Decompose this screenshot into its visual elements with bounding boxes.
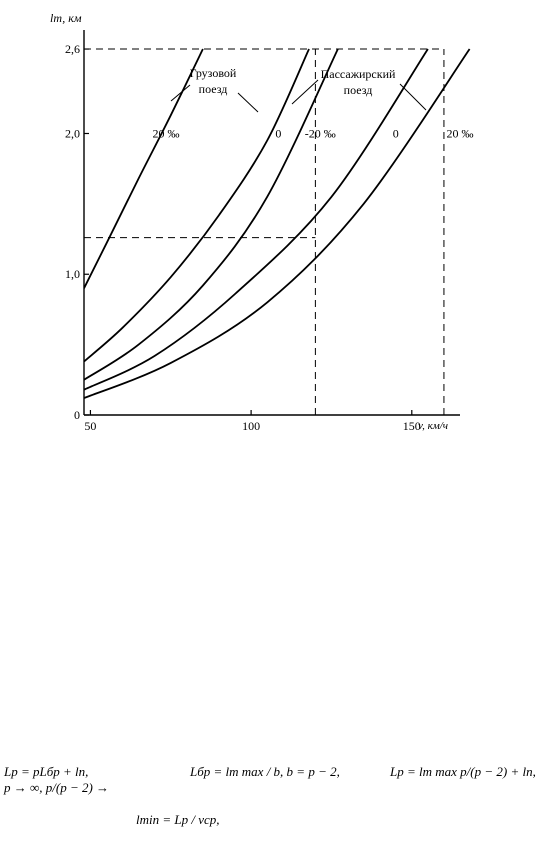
chart-texts: 0 1,0 2,0 2,6 50 100 150 lт, км v, км/ч 20 ‰ 0 -20 … (50, 11, 474, 433)
freight-leader-right (237, 92, 259, 113)
series-line-3 (84, 48, 339, 381)
freight-label-line-1: Грузовой (190, 66, 237, 80)
y-axis-title: lт, км (50, 11, 82, 25)
formula-line-2: Lбр = lт max / b, b = p − 2, (190, 764, 340, 779)
freight-label-line-2: поезд (199, 82, 228, 96)
braking-distance-chart: 0 1,0 2,0 2,6 50 100 150 lт, км v, км/ч 20 ‰ 0 -20 … (50, 11, 474, 433)
series-label-2: 0 (275, 126, 281, 140)
series-line-2 (84, 48, 310, 363)
formula-line-1: Lp = pLбр + lп, (4, 764, 89, 779)
formula-line-5: lmin = Lp / vср, (136, 812, 220, 827)
x-axis-title: v, км/ч (418, 420, 448, 432)
y-tick-label: 2,6 (65, 42, 80, 56)
formula-line-3: Lp = lт max p/(p − 2) + lп, (390, 764, 536, 779)
series-label-1: 20 ‰ (152, 126, 179, 140)
series-line-4 (84, 48, 429, 391)
series-curves (84, 48, 471, 399)
series-line-1 (84, 48, 204, 289)
series-label-4: 0 (393, 126, 399, 140)
dashed-guides (84, 48, 445, 415)
series-line-5 (84, 48, 471, 399)
x-tick-label: 100 (242, 419, 260, 433)
y-tick-label: 0 (74, 408, 80, 422)
formula-line-4: p → ∞, p/(p − 2) → (4, 780, 110, 795)
y-tick-label: 2,0 (65, 126, 80, 140)
passenger-label-line-2: поезд (344, 83, 373, 97)
passenger-leader-right (399, 83, 427, 111)
x-tick-label: 50 (84, 419, 96, 433)
x-tick-label: 150 (403, 419, 421, 433)
series-label-3: -20 ‰ (305, 126, 336, 140)
passenger-leader-left (291, 79, 319, 105)
y-tick-label: 1,0 (65, 267, 80, 281)
freight-leader-left (170, 84, 191, 102)
passenger-label-line-1: Пассажирский (321, 67, 396, 81)
series-label-5: 20 ‰ (447, 126, 474, 140)
axes (83, 30, 460, 416)
